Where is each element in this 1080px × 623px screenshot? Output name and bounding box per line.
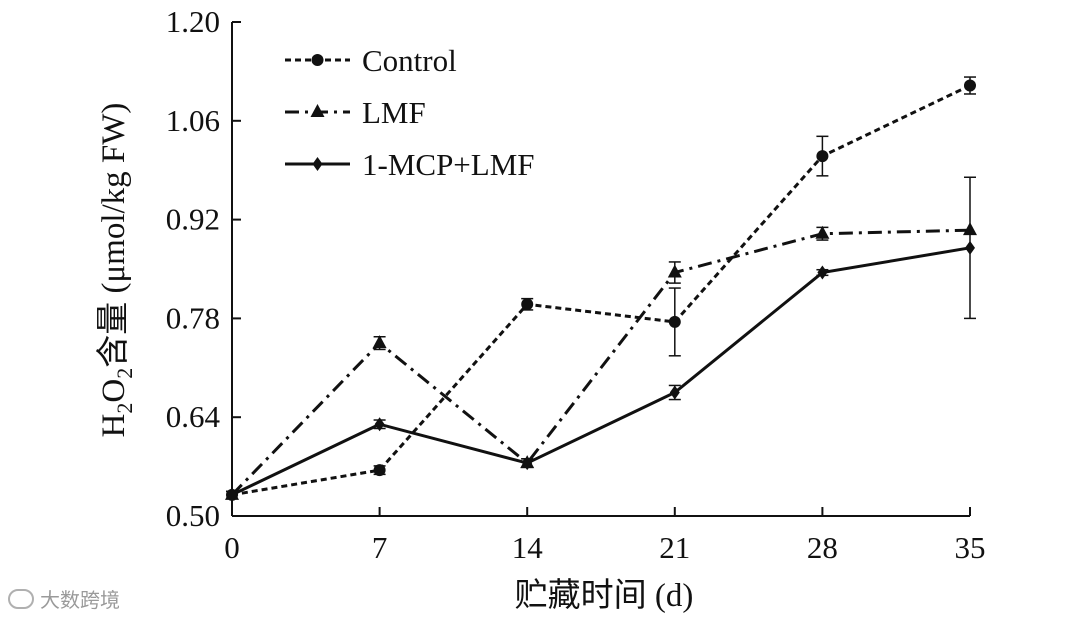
data-point-1-mcp-lmf [374,417,385,432]
series-lmf [225,222,977,500]
y-tick-label: 0.92 [166,202,220,237]
data-point-control [373,464,386,477]
legend-label-1-mcp-lmf: 1-MCP+LMF [362,147,535,182]
watermark: 大数跨境 [8,584,120,613]
data-point-1-mcp-lmf [522,456,533,471]
y-tick-label: 1.20 [166,4,220,39]
data-point-1-mcp-lmf [817,265,828,280]
data-point-lmf [667,264,682,278]
data-point-lmf [372,335,387,349]
x-tick-label: 14 [512,530,544,565]
data-point-control [816,150,829,163]
legend-label-control: Control [362,43,457,78]
legend-marker-1-mcp-lmf [312,157,323,171]
data-point-control [964,79,976,92]
series-line-control [231,84,971,497]
x-tick-label: 0 [224,530,240,565]
y-tick-label: 0.64 [166,399,221,434]
legend-label-lmf: LMF [362,95,426,130]
data-point-1-mcp-lmf [965,240,975,255]
series-1-mcp-lmf [226,176,976,502]
y-tick-label: 0.50 [166,498,220,533]
legend-marker-control [311,54,324,66]
x-tick-label: 35 [955,530,986,565]
series-control [226,76,976,501]
legend-marker-lmf [310,104,325,117]
data-point-lmf [815,225,830,239]
y-axis-label-sub1: 2 [112,403,137,414]
y-tick-label: 1.06 [166,103,220,138]
x-tick-label: 7 [372,530,388,565]
series-line-1-mcp-lmf [231,246,971,497]
y-axis-label-h: H [96,414,132,438]
y-axis-label-rest: 含量 (μmol/kg FW) [95,103,132,368]
x-tick-label: 28 [807,530,838,565]
watermark-logo-icon [8,588,34,609]
x-axis-label: 贮藏时间 (d) [515,577,694,614]
y-axis-label: H2O2含量 (μmol/kg FW) [95,103,137,438]
y-tick-label: 0.78 [166,300,220,335]
series-line-lmf [230,228,971,496]
data-point-control [521,298,534,311]
watermark-text: 大数跨境 [40,588,120,612]
data-point-control [668,315,681,328]
y-axis-label-o: O [96,379,132,403]
data-point-1-mcp-lmf [669,385,680,400]
data-point-1-mcp-lmf [227,487,237,502]
x-tick-label: 21 [659,530,690,565]
y-axis-label-sub2: 2 [112,368,137,379]
